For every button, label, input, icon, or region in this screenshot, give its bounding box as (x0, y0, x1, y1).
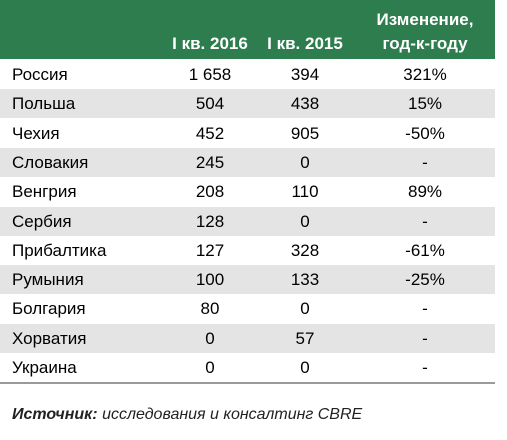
table-cell: 905 (290, 123, 320, 143)
table-cell: 0 (300, 211, 310, 231)
table-cell: 100 (195, 270, 225, 290)
header: I кв. 2016 I кв. 2015 Изменение, год-к-г… (0, 0, 495, 59)
table-cell: 89% (407, 182, 443, 202)
table-cell: - (422, 328, 428, 348)
header-cell: I кв. 2015 (267, 34, 343, 53)
table-cell: - (422, 211, 428, 231)
table-cell: 133 (290, 270, 320, 290)
table-row: Сербия 128 0 - (0, 206, 495, 236)
source-label: Источник: (12, 406, 98, 423)
row-label: Хорватия (12, 328, 87, 348)
table-cell: 110 (291, 182, 319, 202)
header-cell: Изменение, (376, 10, 474, 29)
table-cell: -50% (405, 123, 445, 143)
table-row: Болгария 80 0 - (0, 294, 495, 323)
row-label: Прибалтика (12, 240, 107, 260)
table-cell: 127 (195, 240, 225, 260)
table-cell: 504 (195, 94, 225, 114)
row-label: Сербия (12, 211, 72, 231)
table-cell: 128 (195, 211, 225, 231)
table-row: Чехия 452 905 -50% (0, 119, 495, 148)
table-cell: - (422, 358, 428, 377)
table-cell: 438 (290, 94, 320, 114)
row-label: Румыния (12, 270, 84, 290)
row-label: Болгария (12, 299, 86, 319)
row-label: Чехия (12, 123, 60, 143)
table-cell: 0 (205, 328, 215, 348)
table-cell: - (422, 152, 428, 172)
row-label: Словакия (12, 152, 89, 172)
row-label: Украина (12, 358, 77, 377)
table-cell: -25% (405, 270, 445, 290)
source-text: исследования и консалтинг CBRE (102, 406, 363, 423)
table-cell: 245 (195, 152, 225, 172)
table-cell: 15% (407, 94, 443, 114)
table-row: Словакия 245 0 - (0, 147, 495, 177)
table-cell: 0 (300, 299, 310, 319)
row-label: Россия (12, 65, 68, 84)
header-cell: I кв. 2016 (172, 34, 248, 53)
table-cell: 0 (205, 358, 215, 377)
header-cell: год-к-году (382, 34, 468, 53)
source: Источник: исследования и консалтинг CBRE (12, 406, 362, 424)
row-label: Польша (12, 94, 76, 114)
table-row: Россия 1 658 394 321% (0, 60, 495, 89)
table-cell: 0 (300, 358, 310, 377)
table-row: Польша 504 438 15% (0, 89, 495, 119)
table-cell: 80 (200, 299, 220, 319)
table-row: Украина 0 0 - (0, 353, 495, 382)
table-cell: 328 (290, 240, 320, 260)
table-row: Румыния 100 133 -25% (0, 265, 495, 295)
table-row: Венгрия 208 110 89% (0, 177, 495, 206)
table-cell: 0 (300, 152, 310, 172)
table-cell: 57 (295, 328, 315, 348)
row-label: Венгрия (12, 182, 77, 202)
table-row: Хорватия 0 57 - (0, 323, 495, 353)
table-cell: 208 (195, 182, 225, 202)
table-cell: -61% (405, 240, 445, 260)
table-cell: 321% (403, 65, 447, 84)
table-cell: 452 (195, 123, 225, 143)
table-cell: - (422, 299, 428, 319)
table-row: Прибалтика 127 328 -61% (0, 236, 495, 265)
divider (0, 382, 495, 384)
table-cell: 1 658 (188, 65, 232, 84)
table-cell: 394 (290, 65, 320, 84)
